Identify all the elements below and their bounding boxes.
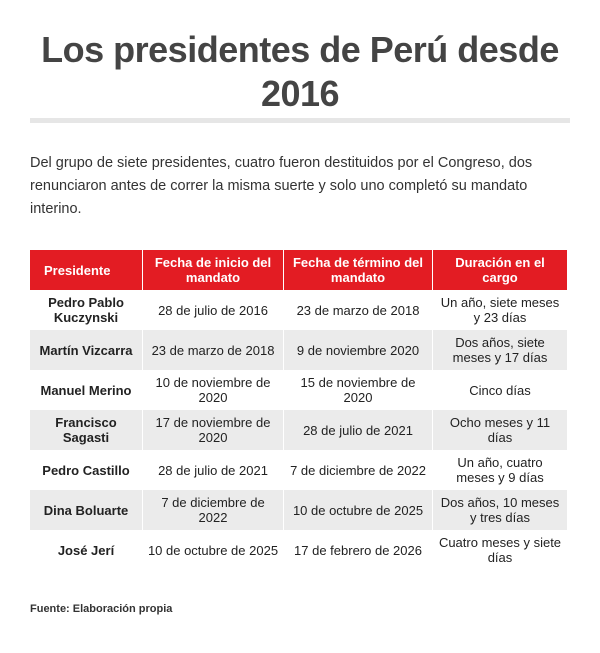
header-presidente: Presidente [30, 250, 143, 290]
end-date: 15 de noviembre de 2020 [283, 370, 433, 410]
presidents-table: Presidente Fecha de inicio del mandato F… [30, 250, 568, 570]
start-date: 10 de octubre de 2025 [142, 530, 284, 570]
table-header: Presidente Fecha de inicio del mandato F… [30, 250, 568, 290]
end-date: 10 de octubre de 2025 [283, 490, 433, 530]
start-date: 17 de noviembre de 2020 [142, 410, 284, 450]
end-date: 23 de marzo de 2018 [283, 290, 433, 330]
duration: Dos años, 10 meses y tres días [432, 490, 568, 530]
table-row: Francisco Sagasti 17 de noviembre de 2020… [30, 410, 568, 450]
duration: Cinco días [432, 370, 568, 410]
table-row: Pedro Castillo 28 de julio de 2021 7 de di… [30, 450, 568, 490]
start-date: 7 de diciembre de 2022 [142, 490, 284, 530]
president-name: Dina Boluarte [30, 490, 143, 530]
president-name: Pedro Pablo Kuczynski [30, 290, 143, 330]
duration: Un año, cuatro meses y 9 días [432, 450, 568, 490]
intro-text: Del grupo de siete presidentes, cuatro f… [30, 155, 533, 217]
end-date: 7 de diciembre de 2022 [283, 450, 433, 490]
start-date: 10 de noviembre de 2020 [142, 370, 284, 410]
duration: Dos años, siete meses y 17 días [432, 330, 568, 370]
president-name: Martín Vizcarra [30, 330, 143, 370]
end-date: 28 de julio de 2021 [283, 410, 433, 450]
duration: Ocho meses y 11 días [432, 410, 568, 450]
start-date: 28 de julio de 2021 [142, 450, 284, 490]
table-row: José Jerí 10 de octubre de 2025 17 de febr… [30, 530, 568, 570]
divider [30, 118, 570, 123]
duration: Cuatro meses y siete días [432, 530, 568, 570]
president-name: Francisco Sagasti [30, 410, 143, 450]
table-row: Manuel Merino 10 de noviembre de 2020 15 d… [30, 370, 568, 410]
source-note: Fuente: Elaboración propia [30, 603, 173, 615]
page-title: Los presidentes de Perú desde 2016 [41, 29, 559, 114]
duration: Un año, siete meses y 23 días [432, 290, 568, 330]
president-name: José Jerí [30, 530, 143, 570]
end-date: 17 de febrero de 2026 [283, 530, 433, 570]
president-name: Pedro Castillo [30, 450, 143, 490]
table-row: Pedro Pablo Kuczynski 28 de julio de 2016… [30, 290, 568, 330]
header-termino: Fecha de término del mandato [283, 250, 433, 290]
header-duracion: Duración en el cargo [432, 250, 568, 290]
start-date: 28 de julio de 2016 [142, 290, 284, 330]
president-name: Manuel Merino [30, 370, 143, 410]
table-row: Dina Boluarte 7 de diciembre de 2022 10 de… [30, 490, 568, 530]
end-date: 9 de noviembre 2020 [283, 330, 433, 370]
table-row: Martín Vizcarra 23 de marzo de 2018 9 de n… [30, 330, 568, 370]
header-inicio: Fecha de inicio del mandato [142, 250, 284, 290]
start-date: 23 de marzo de 2018 [142, 330, 284, 370]
